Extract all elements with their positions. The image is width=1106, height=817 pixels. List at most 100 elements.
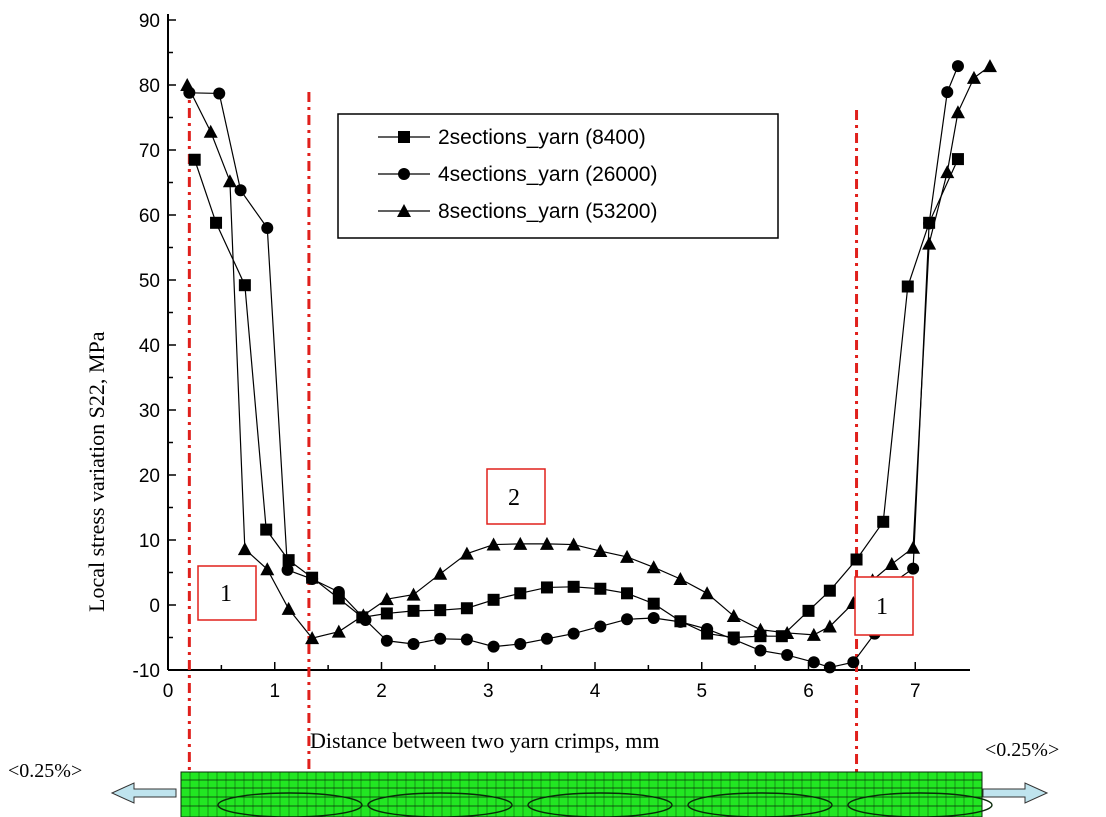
data-point-triangle bbox=[397, 204, 411, 217]
data-point-circle bbox=[594, 620, 607, 633]
zone-box-right: 1 bbox=[854, 576, 914, 636]
x-axis-title: Distance between two yarn crimps, mm bbox=[310, 728, 659, 753]
data-point-triangle bbox=[305, 631, 320, 645]
yarn-mesh bbox=[180, 771, 993, 817]
x-axis-ticks: 0 1 2 3 4 5 6 7 bbox=[163, 662, 921, 702]
data-point-square bbox=[802, 604, 815, 617]
data-point-square bbox=[647, 597, 660, 610]
data-point-square bbox=[282, 554, 295, 567]
legend-label: 4sections_yarn (26000) bbox=[438, 163, 657, 186]
y-tick-label: 80 bbox=[139, 76, 160, 97]
data-point-triangle bbox=[486, 537, 501, 551]
y-axis-ticks: -10 0 10 20 30 40 50 60 70 80 90 bbox=[133, 11, 176, 682]
data-point-square bbox=[238, 279, 251, 292]
data-point-triangle bbox=[331, 624, 346, 638]
x-tick-label: 1 bbox=[269, 681, 280, 702]
data-point-circle bbox=[907, 562, 920, 575]
data-point-circle bbox=[951, 60, 964, 73]
data-point-triangle bbox=[646, 560, 661, 574]
data-point-triangle bbox=[753, 622, 768, 636]
data-point-circle bbox=[540, 632, 553, 645]
data-point-triangle bbox=[922, 236, 937, 250]
data-point-square bbox=[380, 607, 393, 620]
data-point-triangle bbox=[726, 609, 741, 623]
data-point-square bbox=[188, 153, 201, 166]
y-tick-label: 40 bbox=[139, 336, 160, 357]
x-tick-label: 2 bbox=[376, 681, 387, 702]
data-point-triangle bbox=[593, 544, 608, 558]
left-arrow bbox=[110, 782, 177, 804]
data-point-square bbox=[901, 280, 914, 293]
data-point-circle bbox=[306, 573, 319, 585]
data-point-triangle bbox=[884, 557, 899, 571]
data-point-triangle bbox=[260, 562, 275, 576]
y-axis-title: Local stress variation S22, MPa bbox=[84, 331, 109, 612]
legend-item: 8sections_yarn (53200) bbox=[378, 200, 657, 223]
x-tick-label: 4 bbox=[590, 681, 601, 702]
data-point-circle bbox=[407, 638, 420, 650]
y-tick-label: -10 bbox=[133, 661, 160, 682]
data-point-triangle bbox=[237, 542, 252, 556]
data-point-circle bbox=[847, 656, 860, 669]
data-point-square bbox=[434, 604, 447, 617]
data-point-triangle bbox=[940, 165, 955, 179]
right-arrow bbox=[982, 782, 1049, 804]
y-tick-label: 50 bbox=[139, 271, 160, 292]
legend-label: 2sections_yarn (8400) bbox=[438, 126, 646, 149]
data-point-triangle bbox=[433, 566, 448, 580]
y-tick-label: 30 bbox=[139, 401, 160, 422]
legend-label: 8sections_yarn (53200) bbox=[438, 200, 657, 223]
data-point-square bbox=[567, 580, 580, 593]
data-point-triangle bbox=[673, 572, 688, 585]
y-tick-label: 90 bbox=[139, 11, 160, 32]
data-point-circle bbox=[487, 640, 500, 653]
data-point-triangle bbox=[906, 540, 921, 554]
data-point-triangle bbox=[539, 536, 554, 550]
data-point-triangle bbox=[620, 549, 635, 563]
x-tick-label: 7 bbox=[910, 681, 921, 702]
data-point-triangle bbox=[950, 105, 965, 119]
data-point-circle bbox=[261, 222, 274, 234]
data-point-circle bbox=[460, 633, 473, 646]
data-point-circle bbox=[727, 633, 740, 646]
legend: 2sections_yarn (8400) 4sections_yarn (260… bbox=[337, 113, 779, 239]
data-point-square bbox=[514, 587, 527, 600]
data-point-circle bbox=[398, 168, 410, 180]
data-point-triangle bbox=[281, 601, 296, 615]
data-point-circle bbox=[213, 87, 226, 100]
data-point-circle bbox=[781, 649, 794, 662]
data-point-circle bbox=[380, 634, 393, 647]
data-point-square bbox=[594, 582, 607, 595]
data-point-square bbox=[951, 153, 964, 166]
y-tick-label: 0 bbox=[149, 596, 160, 617]
data-point-circle bbox=[281, 563, 294, 576]
data-point-triangle bbox=[180, 78, 195, 91]
data-point-square bbox=[823, 584, 836, 597]
legend-box bbox=[337, 113, 779, 239]
zone-label-left: 1 bbox=[220, 581, 232, 607]
x-tick-label: 5 bbox=[696, 681, 707, 702]
data-point-circle bbox=[701, 623, 714, 636]
data-point-square bbox=[621, 587, 634, 600]
data-point-triangle bbox=[780, 625, 795, 639]
y-tick-label: 20 bbox=[139, 466, 160, 487]
zone-label-right: 1 bbox=[876, 594, 888, 620]
data-point-triangle bbox=[966, 70, 981, 84]
data-point-circle bbox=[234, 184, 247, 197]
data-point-square bbox=[260, 523, 273, 536]
data-point-triangle bbox=[700, 586, 715, 600]
data-point-square bbox=[210, 216, 223, 229]
data-point-triangle bbox=[379, 592, 394, 606]
x-tick-label: 0 bbox=[163, 681, 174, 702]
zone-box-middle: 2 bbox=[486, 468, 546, 525]
legend-item: 4sections_yarn (26000) bbox=[378, 163, 657, 186]
data-point-square bbox=[407, 604, 420, 617]
data-point-circle bbox=[941, 86, 954, 99]
reference-lines bbox=[187, 85, 859, 785]
data-point-triangle bbox=[513, 536, 528, 550]
data-point-circle bbox=[332, 586, 345, 598]
legend-item: 2sections_yarn (8400) bbox=[378, 126, 646, 149]
data-point-triangle bbox=[222, 174, 237, 188]
strain-label-left: <0.25%> bbox=[8, 760, 82, 782]
